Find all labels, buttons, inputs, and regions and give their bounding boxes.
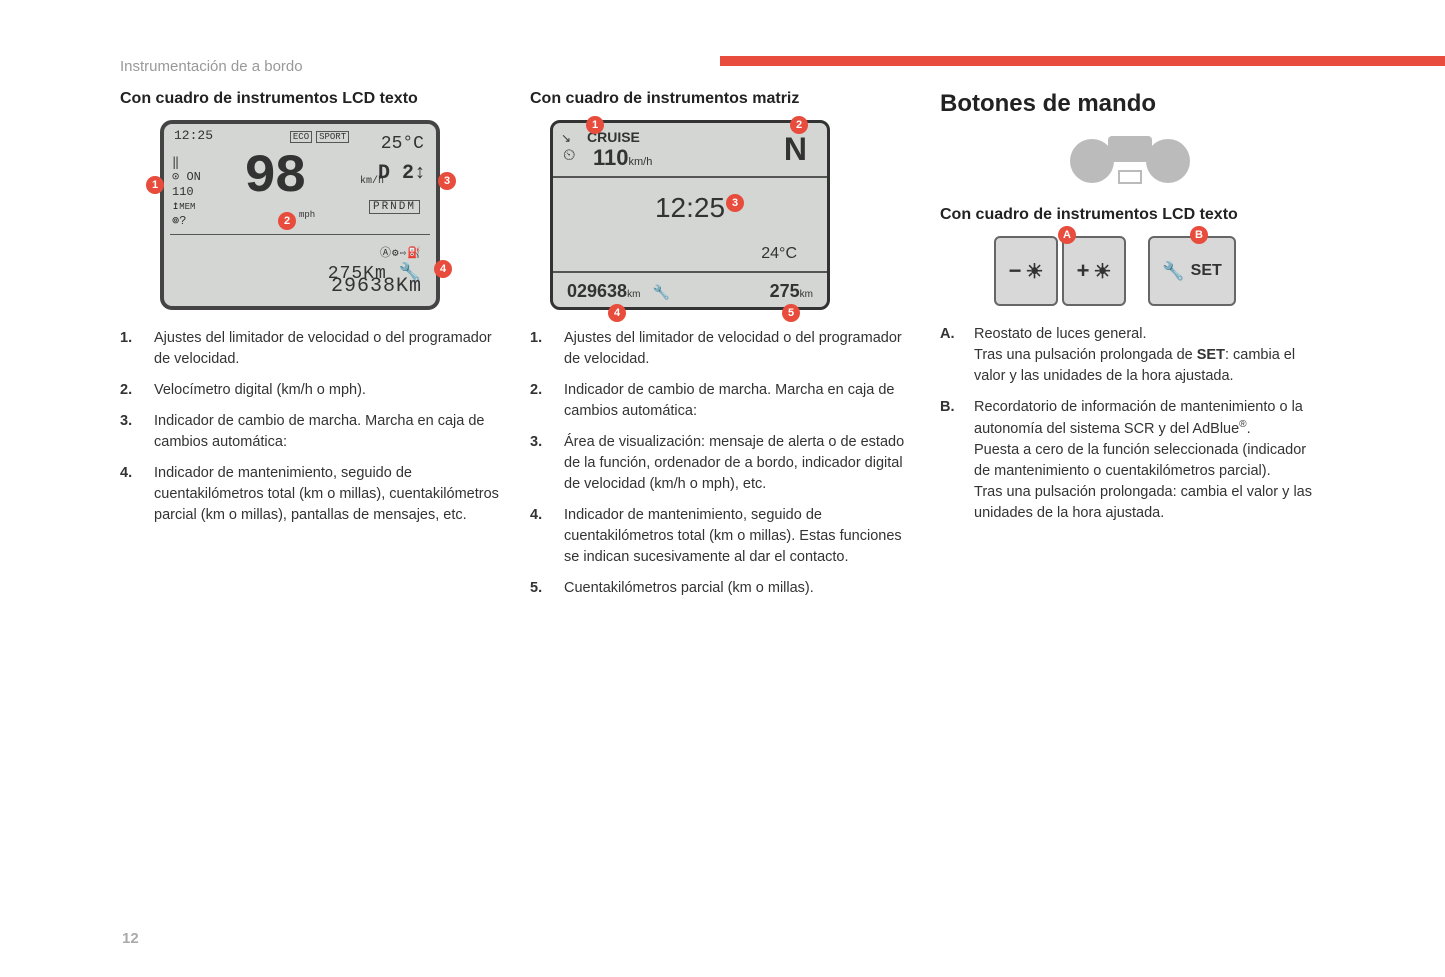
col3-subtitle: Con cuadro de instrumentos LCD texto (940, 206, 1320, 224)
section-header: Instrumentación de a bordo (120, 58, 303, 75)
cruise-label: CRUISE (587, 129, 815, 145)
sun-icon: ☀ (1025, 259, 1043, 284)
cruise-mem: MEM (179, 202, 195, 212)
callout-3: 3 (438, 172, 456, 190)
gauge-icon: ⏲ (563, 147, 575, 165)
brightness-up-button: +☀ (1062, 236, 1126, 306)
callout-1: 1 (586, 116, 604, 134)
sport-badge: SPORT (316, 131, 349, 143)
callout-2: 2 (790, 116, 808, 134)
list-item: B.Recordatorio de información de manteni… (940, 397, 1320, 524)
callout-1: 1 (146, 176, 164, 194)
speed-unit-mph: mph (299, 210, 315, 220)
callout-2: 2 (278, 212, 296, 230)
col1-list: 1.Ajustes del limitador de velocidad o d… (120, 328, 500, 526)
odometer: 29638Km (331, 275, 422, 298)
cruise-unit: km/h (629, 156, 653, 168)
minus-label: − (1009, 258, 1022, 284)
trip-unit: km (800, 289, 813, 300)
list-item: 3.Área de visualización: mensaje de aler… (530, 432, 910, 495)
lcd-divider (170, 234, 430, 235)
callout-4: 4 (434, 260, 452, 278)
list-item: 3.Indicador de cambio de marcha. Marcha … (120, 411, 500, 453)
arrow-icon: ↘ (561, 131, 571, 145)
list-item: 1.Ajustes del limitador de velocidad o d… (120, 328, 500, 370)
plus-label: + (1077, 258, 1090, 284)
list-item: A.Reostato de luces general.Tras una pul… (940, 324, 1320, 387)
brightness-down-button: −☀ (994, 236, 1058, 306)
matrix-odometer: 029638 (567, 281, 627, 301)
lcd-text-panel: 12:25 ECOSPORT 25°C 98 km/h D 2↕ PRNDM m… (160, 120, 440, 310)
gear-selector: PRNDM (369, 200, 420, 214)
compass: N (784, 131, 807, 168)
set-button: 🔧 SET (1148, 236, 1236, 306)
lcd-time: 12:25 (174, 128, 213, 143)
cruise-set-speed: 110 (172, 185, 194, 199)
matrix-temperature: 24°C (761, 245, 797, 263)
instrument-cluster-icon (1070, 136, 1190, 186)
wrench-icon: 🔧 (1162, 261, 1184, 282)
col2-title: Con cuadro de instrumentos matriz (530, 90, 910, 108)
cruise-info: ‖⊙ ON 110 ↥MEM ⊚? (172, 156, 201, 228)
accent-top-bar (720, 56, 1445, 66)
matrix-figure: ↘ CRUISE ⏲ 110km/h N 12:25 24°C 029638km… (530, 120, 910, 310)
list-item: 2.Velocímetro digital (km/h o mph). (120, 380, 500, 401)
column-lcd-text: Con cuadro de instrumentos LCD texto 12:… (120, 90, 500, 609)
callout-3: 3 (726, 194, 744, 212)
callout-4: 4 (608, 304, 626, 322)
item-A-text: Reostato de luces general.Tras una pulsa… (974, 324, 1320, 387)
col3-list: A.Reostato de luces general.Tras una pul… (940, 324, 1320, 524)
eco-badge: ECO (290, 131, 312, 143)
callout-B: B (1190, 226, 1208, 244)
list-item: 2.Indicador de cambio de marcha. Marcha … (530, 380, 910, 422)
column-controls: Botones de mando Con cuadro de instrumen… (940, 90, 1320, 609)
set-label: SET (1191, 262, 1222, 280)
callout-A: A (1058, 226, 1076, 244)
sun-icon: ☀ (1093, 259, 1111, 284)
cruise-value: 110 (593, 145, 629, 170)
lcd-temperature: 25°C (381, 134, 424, 154)
page-number: 12 (122, 930, 139, 947)
lcd-speed: 98 (244, 154, 305, 203)
matrix-panel: ↘ CRUISE ⏲ 110km/h N 12:25 24°C 029638km… (550, 120, 830, 310)
control-buttons-figure: −☀ +☀ 🔧 SET A B (970, 236, 1260, 306)
cruise-on: ON (186, 170, 200, 184)
gear-indicator: D 2↕ (378, 162, 426, 185)
odometer-unit: km (627, 289, 640, 300)
list-item: 4.Indicador de mantenimiento, seguido de… (530, 505, 910, 568)
col3-heading: Botones de mando (940, 90, 1320, 118)
list-item: 1.Ajustes del limitador de velocidad o d… (530, 328, 910, 370)
col2-list: 1.Ajustes del limitador de velocidad o d… (530, 328, 910, 599)
trip-counter: 275 (770, 281, 800, 301)
list-item: 4.Indicador de mantenimiento, seguido de… (120, 463, 500, 526)
lcd-text-figure: 12:25 ECOSPORT 25°C 98 km/h D 2↕ PRNDM m… (120, 120, 500, 310)
page-content: Con cuadro de instrumentos LCD texto 12:… (120, 90, 1320, 609)
list-item: 5.Cuentakilómetros parcial (km o millas)… (530, 578, 910, 599)
item-B-text: Recordatorio de información de mantenimi… (974, 397, 1320, 524)
col1-title: Con cuadro de instrumentos LCD texto (120, 90, 500, 108)
callout-5: 5 (782, 304, 800, 322)
wrench-icon: 🔧 (653, 284, 670, 300)
matrix-time: 12:25 (553, 178, 827, 224)
column-matrix: Con cuadro de instrumentos matriz ↘ CRUI… (530, 90, 910, 609)
